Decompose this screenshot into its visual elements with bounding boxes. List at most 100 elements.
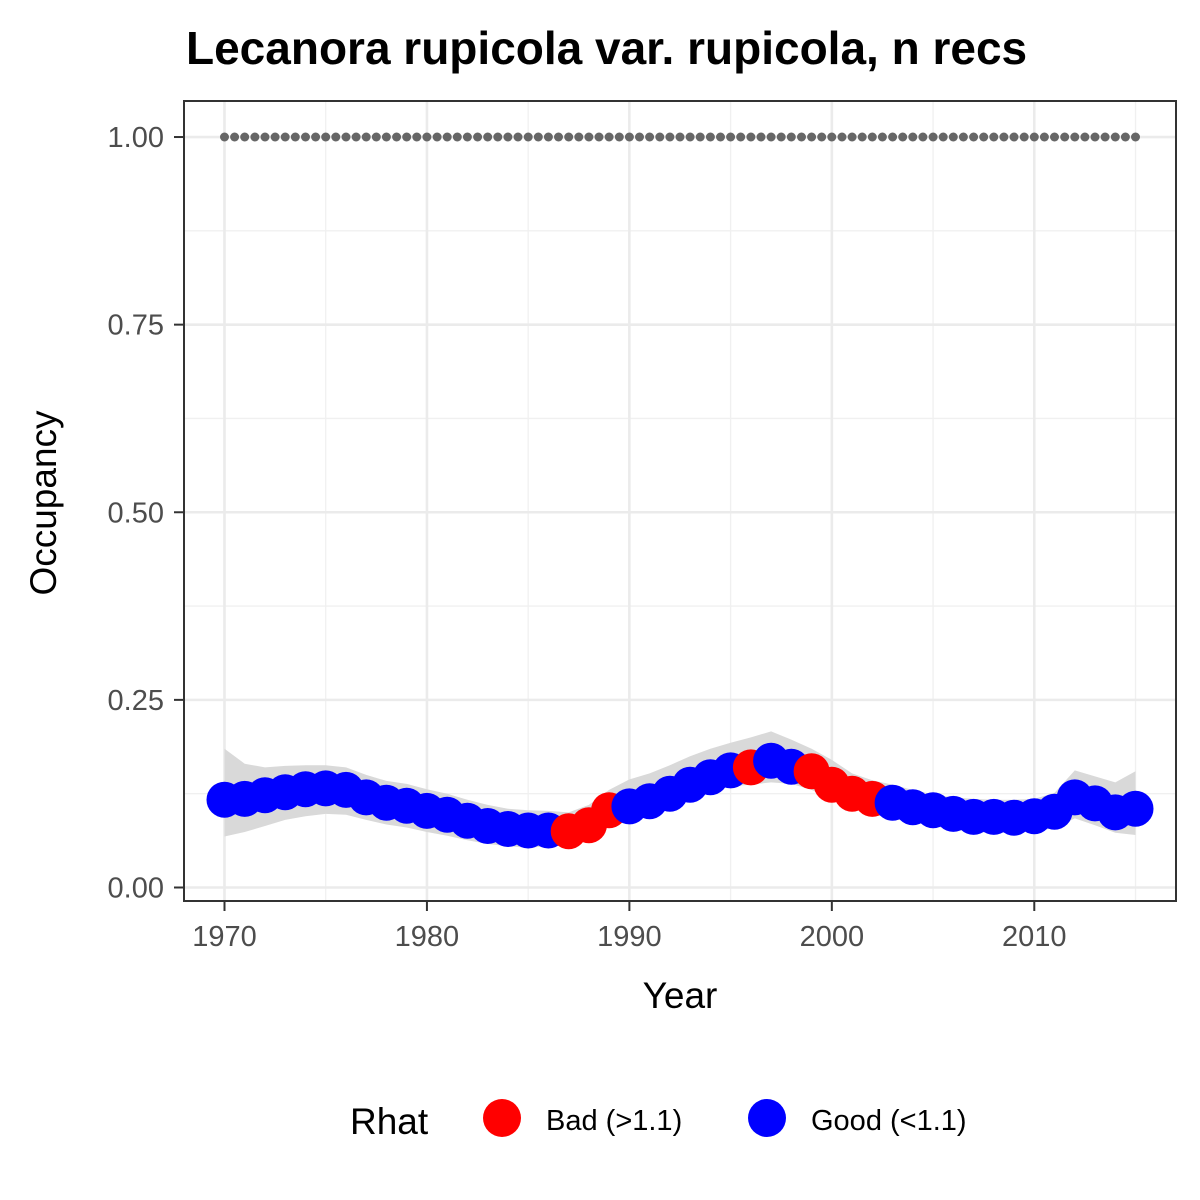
plot-border	[183, 100, 1177, 902]
legend-entry-good: Good (<1.1)	[748, 1099, 967, 1137]
reference-point	[847, 132, 857, 142]
reference-point	[938, 132, 948, 142]
reference-point	[908, 132, 918, 142]
reference-point	[877, 132, 887, 142]
reference-point	[746, 132, 756, 142]
reference-point	[311, 132, 321, 142]
reference-point	[462, 132, 472, 142]
reference-point	[736, 132, 746, 142]
reference-point	[614, 132, 624, 142]
reference-point	[493, 132, 503, 142]
reference-point	[979, 132, 989, 142]
reference-point	[1100, 132, 1110, 142]
reference-point	[756, 132, 766, 142]
reference-point	[705, 132, 715, 142]
reference-point	[392, 132, 402, 142]
y-tick-label: 1.00	[108, 122, 164, 154]
reference-point	[857, 132, 867, 142]
reference-point	[969, 132, 979, 142]
reference-point	[928, 132, 938, 142]
reference-point	[483, 132, 493, 142]
reference-point	[817, 132, 827, 142]
x-axis: 1970 1980 1990 2000 2010	[192, 901, 1067, 953]
reference-point	[250, 132, 260, 142]
reference-point	[371, 132, 381, 142]
reference-point	[442, 132, 452, 142]
occupancy-point-good	[1117, 790, 1154, 827]
reference-point	[533, 132, 543, 142]
legend-label-bad: Bad (>1.1)	[546, 1105, 682, 1137]
y-tick-label: 0.00	[108, 872, 164, 904]
y-tick-label: 0.25	[108, 685, 164, 717]
legend-key-bad	[483, 1099, 521, 1137]
reference-point	[1009, 132, 1019, 142]
reference-point	[574, 132, 584, 142]
reference-point	[432, 132, 442, 142]
reference-point	[1110, 132, 1120, 142]
legend-key-good	[748, 1099, 786, 1137]
reference-point	[260, 132, 270, 142]
reference-point	[1019, 132, 1029, 142]
reference-point	[888, 132, 898, 142]
reference-points	[220, 132, 1140, 142]
x-tick-label: 2000	[800, 921, 865, 953]
reference-point	[584, 132, 594, 142]
reference-point	[220, 132, 229, 142]
y-axis: 0.00 0.25 0.50 0.75 1.00	[108, 122, 184, 904]
chart-title: Lecanora rupicola var. rupicola, n recs	[186, 22, 1027, 74]
data-points	[206, 742, 1154, 850]
x-tick-label: 2010	[1002, 921, 1067, 953]
reference-point	[452, 132, 462, 142]
legend: Rhat Bad (>1.1) Good (<1.1)	[350, 1099, 967, 1142]
reference-point	[503, 132, 513, 142]
legend-entry-bad: Bad (>1.1)	[483, 1099, 682, 1137]
reference-point	[230, 132, 240, 142]
legend-title: Rhat	[350, 1101, 429, 1142]
reference-point	[645, 132, 655, 142]
reference-point	[351, 132, 361, 142]
reference-point	[361, 132, 371, 142]
reference-point	[523, 132, 533, 142]
reference-point	[381, 132, 391, 142]
reference-point	[1050, 132, 1059, 142]
reference-point	[918, 132, 928, 142]
reference-point	[665, 132, 675, 142]
reference-point	[898, 132, 908, 142]
reference-point	[685, 132, 695, 142]
reference-point	[1039, 132, 1049, 142]
reference-point	[635, 132, 644, 142]
reference-point	[1070, 132, 1080, 142]
reference-point	[1060, 132, 1070, 142]
y-axis-title: Occupancy	[23, 410, 64, 596]
plot-panel	[183, 100, 1177, 902]
reference-point	[321, 132, 331, 142]
reference-point	[594, 132, 604, 142]
reference-point	[989, 132, 999, 142]
reference-point	[290, 132, 300, 142]
reference-point	[786, 132, 796, 142]
reference-point	[240, 132, 250, 142]
reference-point	[280, 132, 290, 142]
reference-point	[341, 132, 351, 142]
reference-point	[867, 132, 877, 142]
reference-point	[412, 132, 422, 142]
reference-point	[766, 132, 776, 142]
reference-point	[1029, 132, 1039, 142]
reference-point	[422, 132, 432, 142]
reference-point	[564, 132, 574, 142]
reference-point	[554, 132, 563, 142]
reference-point	[1080, 132, 1090, 142]
x-tick-label: 1990	[597, 921, 662, 953]
reference-point	[695, 132, 705, 142]
reference-point	[513, 132, 523, 142]
reference-point	[543, 132, 553, 142]
reference-point	[331, 132, 341, 142]
reference-point	[948, 132, 958, 142]
legend-label-good: Good (<1.1)	[811, 1105, 967, 1137]
reference-point	[655, 132, 665, 142]
reference-point	[776, 132, 786, 142]
reference-point	[270, 132, 280, 142]
x-axis-title: Year	[643, 975, 718, 1016]
reference-point	[675, 132, 685, 142]
